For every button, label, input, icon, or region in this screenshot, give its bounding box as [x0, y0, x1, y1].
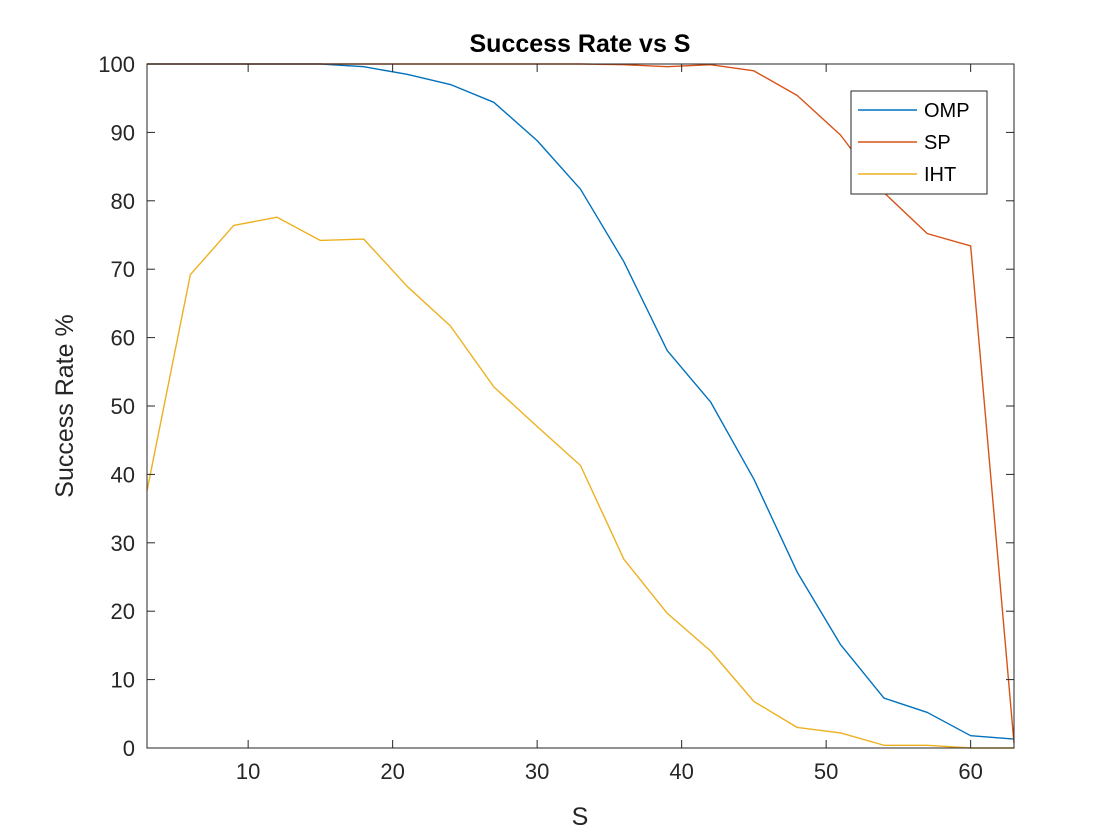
x-axis-ticks: 10 20 30 40 50 60	[236, 64, 983, 784]
x-tick-label: 20	[380, 759, 404, 784]
y-tick-label: 40	[111, 462, 135, 487]
y-tick-label: 10	[111, 668, 135, 693]
x-tick-label: 30	[525, 759, 549, 784]
y-tick-label: 0	[123, 736, 135, 761]
x-axis-label: S	[572, 803, 589, 831]
series-line-iht	[146, 216, 1014, 749]
y-tick-label: 50	[111, 394, 135, 419]
y-tick-label: 90	[111, 120, 135, 145]
y-tick-label: 60	[111, 326, 135, 351]
chart-title: Success Rate vs S	[470, 30, 691, 58]
legend-label-omp: OMP	[924, 100, 970, 122]
x-tick-label: 50	[814, 759, 838, 784]
y-tick-label: 80	[111, 189, 135, 214]
y-axis-label: Success Rate %	[51, 314, 79, 497]
y-tick-label: 100	[98, 52, 135, 77]
x-tick-label: 40	[669, 759, 693, 784]
x-tick-label: 60	[958, 759, 982, 784]
legend: OMP SP IHT	[850, 90, 988, 195]
y-tick-label: 20	[111, 599, 135, 624]
legend-label-sp: SP	[924, 132, 951, 154]
y-tick-label: 30	[111, 531, 135, 556]
x-tick-label: 10	[236, 759, 260, 784]
y-tick-label: 70	[111, 257, 135, 282]
y-axis-ticks: 0 10 20 30 40 50 60 70 80 90 100	[98, 52, 1014, 761]
legend-label-iht: IHT	[924, 164, 956, 186]
